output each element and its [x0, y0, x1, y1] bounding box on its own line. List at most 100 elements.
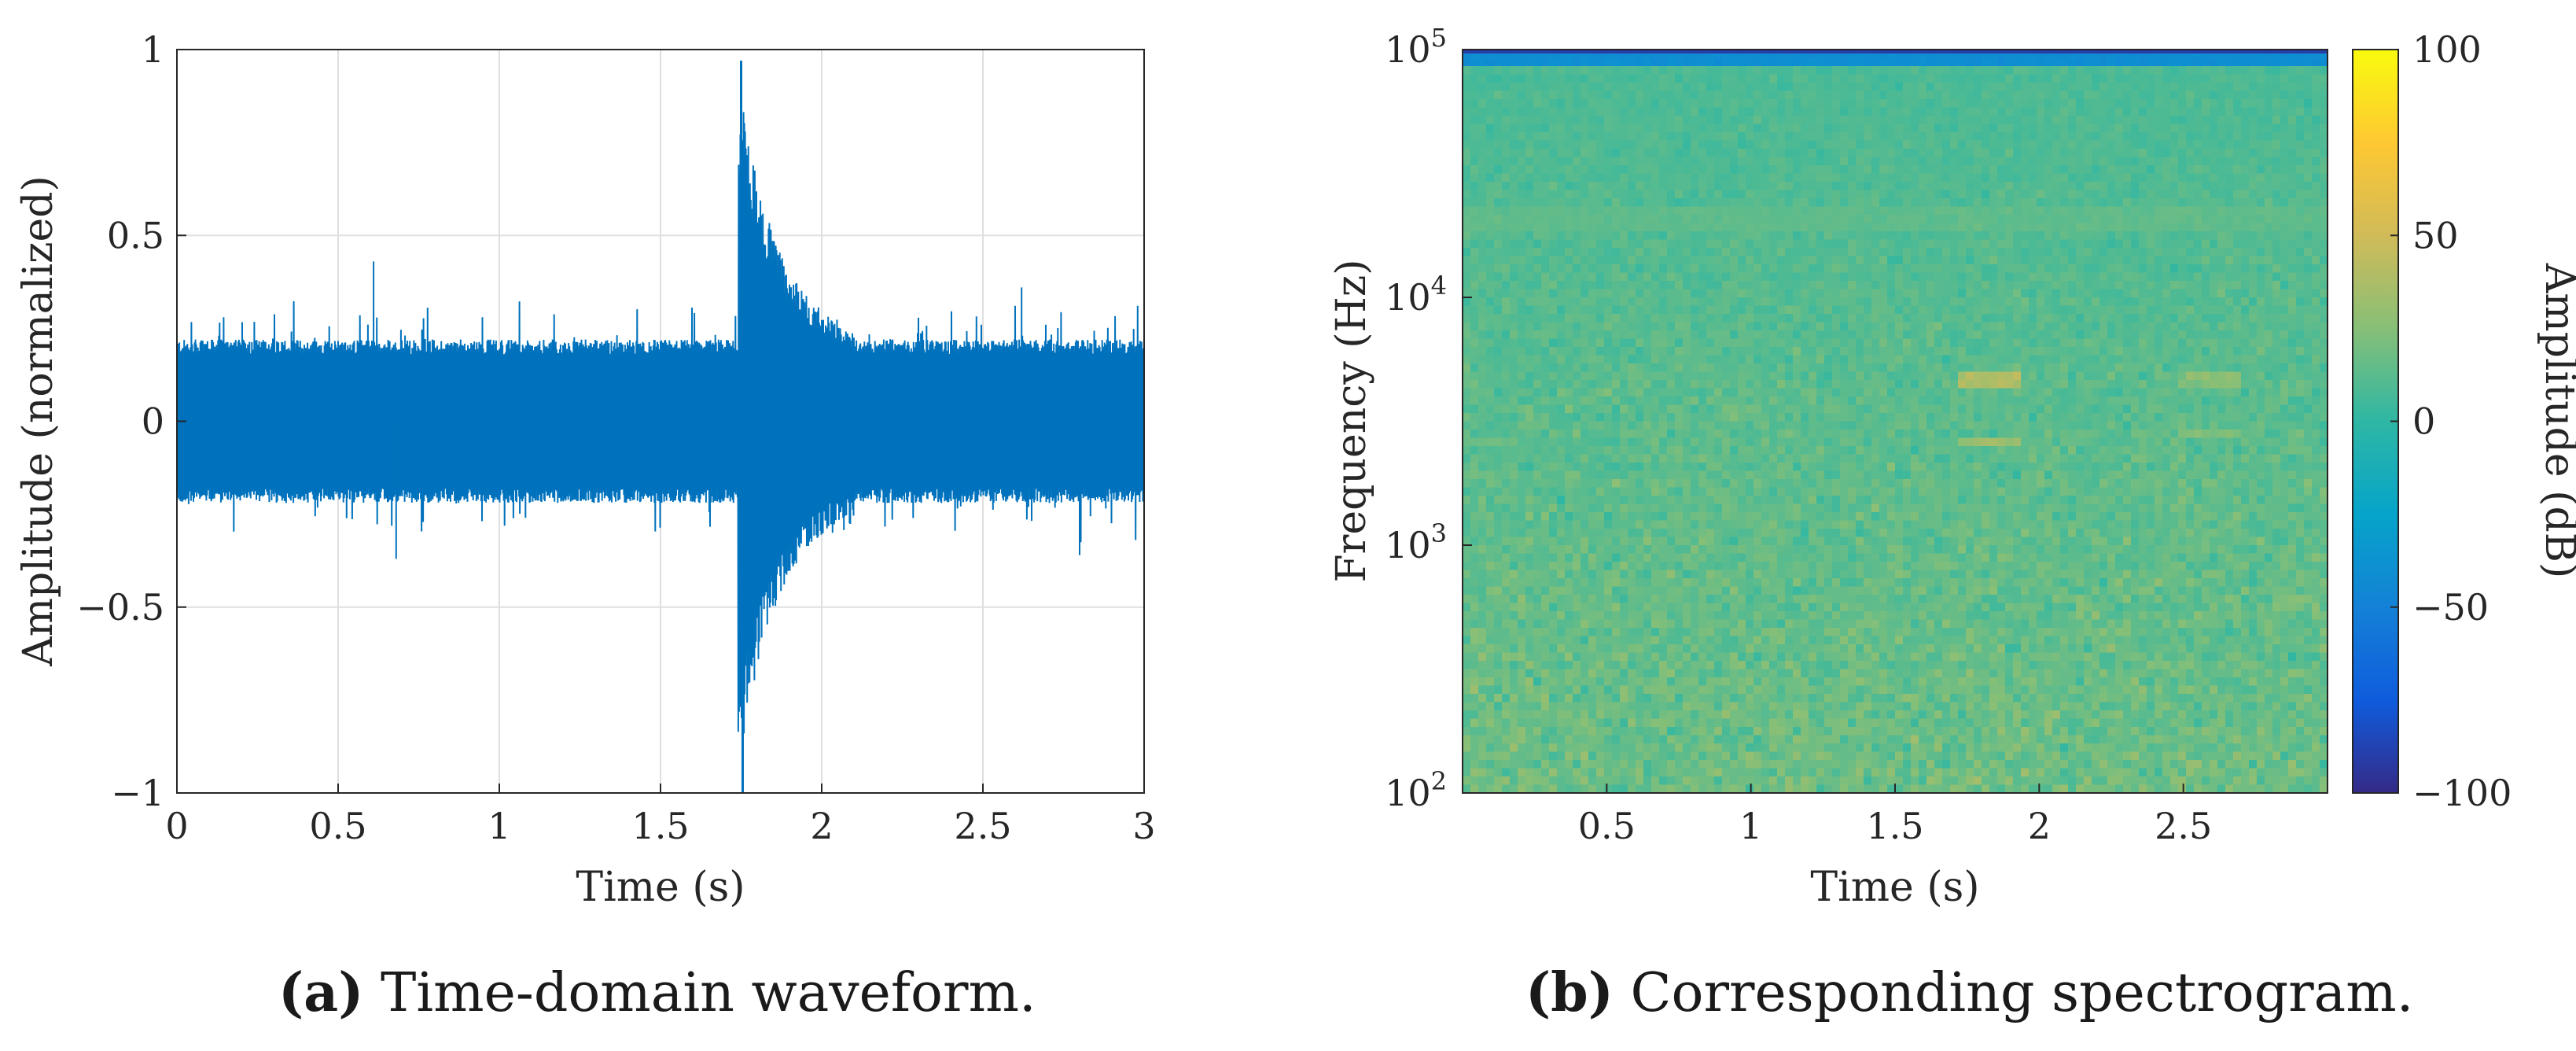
spectrogram-cell: [1974, 363, 1982, 373]
spectrogram-cell: [1588, 206, 1597, 216]
spectrogram-cell: [1612, 396, 1621, 406]
spectrogram-cell: [1525, 363, 1534, 373]
spectrogram-cell: [2029, 140, 2037, 149]
spectrogram-cell: [2005, 223, 2014, 232]
spectrogram-cell: [1895, 140, 1904, 149]
spectrogram-cell: [1706, 322, 1715, 331]
spectrogram-cell: [1761, 355, 1770, 364]
spectrogram-cell: [1942, 314, 1951, 323]
spectrogram-cell: [1942, 396, 1951, 406]
spectrogram-cell: [2257, 388, 2265, 397]
spectrogram-cell: [1463, 190, 1471, 199]
spectrogram-cell: [1502, 347, 1511, 356]
spectrogram-cell: [1604, 140, 1613, 149]
spectrogram-cell: [1942, 50, 1951, 59]
spectrogram-cell: [1636, 173, 1644, 183]
spectrogram-cell: [1478, 396, 1487, 406]
spectrogram-cell: [1856, 371, 1864, 381]
spectrogram-cell: [1533, 74, 1542, 83]
spectrogram-cell: [1919, 50, 1927, 59]
spectrogram-cell: [1950, 338, 1959, 348]
spectrogram-cell: [1769, 380, 1778, 389]
spectrogram-cell: [1871, 371, 1880, 381]
spectrogram-cell: [2044, 297, 2053, 307]
spectrogram-cell: [1691, 57, 1699, 67]
spectrogram-cell: [1588, 413, 1597, 422]
spectrogram-cell: [2076, 107, 2085, 116]
spectrogram-cell: [1620, 57, 1628, 67]
spectrogram-cell: [1486, 149, 1495, 158]
spectrogram-cell: [1518, 289, 1526, 298]
spectrogram-cell: [1958, 305, 1967, 315]
spectrogram-cell: [1494, 380, 1503, 389]
spectrogram-cell: [1730, 338, 1739, 348]
spectrogram-cell: [2147, 314, 2155, 323]
spectrogram-cell: [1879, 66, 1888, 76]
spectrogram-cell: [2249, 248, 2258, 257]
spectrogram-cell: [1832, 124, 1841, 133]
spectrogram-cell: [1989, 256, 1998, 265]
spectrogram-cell: [1809, 388, 1817, 397]
spectrogram-cell: [2217, 396, 2226, 406]
spectrogram-cell: [2021, 330, 2030, 340]
spectrogram-cell: [2202, 99, 2210, 109]
spectrogram-cell: [2241, 330, 2250, 340]
spectrogram-cell: [1761, 314, 1770, 323]
spectrogram-cell: [2304, 173, 2313, 183]
spectrogram-cell: [2241, 388, 2250, 397]
spectrogram-cell: [2296, 90, 2305, 100]
spectrogram-cell: [1698, 83, 1707, 92]
spectrogram-cell: [2139, 297, 2147, 307]
spectrogram-cell: [1510, 404, 1518, 414]
spectrogram-cell: [1502, 132, 1511, 142]
spectrogram-cell: [2194, 190, 2202, 199]
spectrogram-cell: [2029, 149, 2037, 158]
spectrogram-cell: [2005, 57, 2014, 67]
spectrogram-cell: [1824, 239, 1833, 249]
spectrogram-cell: [1573, 314, 1581, 323]
spectrogram-cell: [1714, 173, 1723, 183]
spectrogram-cell: [1730, 264, 1739, 274]
spectrogram-cell: [2320, 190, 2328, 199]
spectrogram-cell: [2312, 363, 2320, 373]
spectrogram-cell: [1816, 380, 1825, 389]
spectrogram-cell: [2178, 74, 2187, 83]
spectrogram-cell: [1463, 239, 1471, 249]
spectrogram-cell: [1966, 173, 1974, 183]
spectrogram-cell: [1824, 66, 1833, 76]
spectrogram-cell: [1525, 50, 1534, 59]
spectrogram-cell: [1911, 74, 1919, 83]
spectrogram-cell: [1706, 388, 1715, 397]
spectrogram-cell: [2068, 132, 2077, 142]
spectrogram-cell: [2123, 198, 2132, 208]
spectrogram-cell: [2068, 57, 2077, 67]
spectrogram-cell: [1903, 198, 1912, 208]
spectrogram-cell: [2312, 297, 2320, 307]
spectrogram-cell: [2194, 297, 2202, 307]
spectrogram-cell: [1777, 50, 1786, 59]
spectrogram-cell: [1919, 149, 1927, 158]
spectrogram-cell: [2044, 74, 2053, 83]
spectrogram-cell: [1761, 248, 1770, 257]
spectrogram-cell: [1706, 289, 1715, 298]
spectrogram-cell: [2170, 124, 2179, 133]
spectrogram-cell: [1628, 231, 1636, 241]
spectrogram-cell: [1848, 124, 1857, 133]
spectrogram-cell: [2296, 50, 2305, 59]
spectrogram-cell: [1840, 173, 1849, 183]
spectrogram-cell: [1636, 198, 1644, 208]
spectrogram-cell: [2076, 206, 2085, 216]
spectrogram-cell: [1691, 413, 1699, 422]
spectrogram-cell: [2194, 66, 2202, 76]
spectrogram-cell: [2029, 404, 2037, 414]
spectrogram-cell: [2076, 256, 2085, 265]
spectrogram-cell: [2037, 297, 2045, 307]
spectrogram-cell: [1746, 272, 1754, 282]
spectrogram-cell: [2107, 272, 2116, 282]
spectrogram-cell: [1761, 182, 1770, 191]
spectrogram-cell: [2296, 157, 2305, 166]
spectrogram-cell: [1840, 322, 1849, 331]
spectrogram-cell: [1714, 380, 1723, 389]
spectrogram-cell: [2296, 116, 2305, 125]
spectrogram-cell: [1722, 264, 1731, 274]
